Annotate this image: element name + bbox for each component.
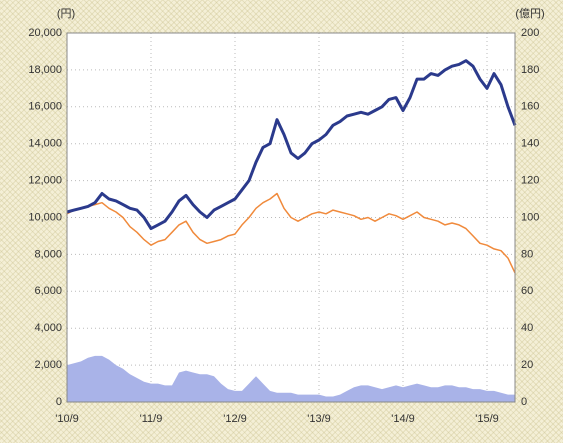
y-tick-label: 20,000 [28, 27, 62, 39]
x-tick-label: '10/9 [55, 413, 79, 425]
y2-unit: (億円) [515, 7, 544, 20]
x-tick-label: '12/9 [223, 413, 247, 425]
y2-tick-label: 100 [521, 211, 539, 223]
y-tick-label: 8,000 [34, 248, 62, 260]
y-tick-label: 18,000 [28, 64, 62, 76]
y-tick-label: 4,000 [34, 322, 62, 334]
volume-area [67, 355, 515, 402]
y-tick-label: 14,000 [28, 138, 62, 150]
y-tick-label: 10,000 [28, 211, 62, 223]
y2-tick-label: 60 [521, 285, 533, 297]
y-tick-label: 2,000 [34, 359, 62, 371]
y-tick-label: 6,000 [34, 285, 62, 297]
x-tick-label: '14/9 [391, 413, 415, 425]
y2-tick-label: 80 [521, 248, 533, 260]
y2-tick-label: 20 [521, 359, 533, 371]
y2-tick-label: 40 [521, 322, 533, 334]
y-tick-label: 12,000 [28, 175, 62, 187]
x-tick-label: '15/9 [475, 413, 499, 425]
plot-border [66, 32, 516, 403]
y2-tick-label: 200 [521, 27, 539, 39]
y-tick-label: 16,000 [28, 101, 62, 113]
y2-tick-label: 180 [521, 64, 539, 76]
y2-tick-label: 0 [521, 396, 527, 408]
x-tick-label: '11/9 [140, 413, 163, 425]
y-unit: (円) [57, 8, 75, 20]
y-tick-label: 0 [56, 396, 62, 408]
x-tick-label: '13/9 [307, 413, 331, 425]
y2-tick-label: 160 [521, 101, 539, 113]
price-line [66, 59, 517, 231]
price-line [66, 192, 516, 274]
y2-tick-label: 140 [521, 138, 539, 150]
y2-tick-label: 120 [521, 175, 539, 187]
